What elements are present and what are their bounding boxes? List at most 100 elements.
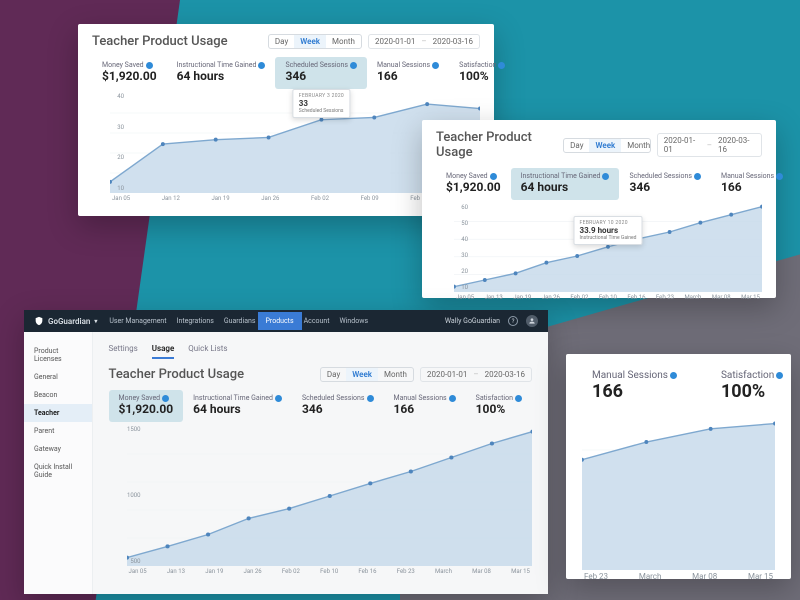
sidebar-item-teacher[interactable]: Teacher bbox=[24, 404, 92, 422]
date-range-picker[interactable]: 2020-01-01 – 2020-03-16 bbox=[420, 367, 532, 382]
nav-links: User ManagementIntegrationsGuardiansProd… bbox=[109, 317, 368, 325]
date-sep: – bbox=[473, 370, 478, 379]
top-navbar: GoGuardian ▾ User Management Integrations… bbox=[24, 310, 548, 332]
tab-settings[interactable]: Settings bbox=[109, 344, 138, 359]
nav-integrations[interactable]: Integrations bbox=[177, 317, 214, 325]
info-icon[interactable] bbox=[490, 173, 497, 180]
nav-windows[interactable]: Windows bbox=[340, 317, 369, 325]
info-icon[interactable] bbox=[258, 62, 265, 69]
range-option-day[interactable]: Day bbox=[269, 35, 294, 48]
metric-instructional-time-gained[interactable]: Instructional Time Gained 64 hours bbox=[511, 168, 620, 200]
nav-guardians[interactable]: Guardians bbox=[224, 317, 256, 325]
info-icon[interactable] bbox=[602, 173, 609, 180]
metric-satisfaction[interactable]: Satisfaction 100% bbox=[793, 168, 800, 200]
date-range-picker[interactable]: 2020-01-01 – 2020-03-16 bbox=[368, 34, 480, 49]
nav-account[interactable]: Account bbox=[304, 317, 330, 325]
sidebar-item-beacon[interactable]: Beacon bbox=[24, 386, 92, 404]
goguardian-app-window: GoGuardian ▾ User Management Integrations… bbox=[24, 310, 548, 594]
tabs: Settings Usage Quick Lists bbox=[109, 344, 532, 359]
metric-money-saved[interactable]: Money Saved $1,920.00 bbox=[92, 57, 167, 89]
metric-manual-sessions[interactable]: Manual Sessions 166 bbox=[582, 366, 687, 408]
avatar-icon[interactable] bbox=[526, 315, 538, 327]
brand-logo[interactable]: GoGuardian ▾ bbox=[34, 316, 97, 326]
range-controls: DayWeekMonth 2020-01-01 – 2020-03-16 bbox=[320, 367, 532, 382]
info-icon[interactable] bbox=[275, 395, 282, 402]
metric-scheduled-sessions[interactable]: Scheduled Sessions 346 bbox=[619, 168, 711, 200]
info-icon[interactable] bbox=[515, 395, 522, 402]
date-sep: – bbox=[707, 141, 712, 150]
date-to: 2020-03-16 bbox=[433, 37, 473, 46]
user-menu[interactable]: Wally GoGuardian ? bbox=[445, 315, 538, 327]
metrics-row: Manual Sessions 166Satisfaction 100% bbox=[582, 366, 775, 408]
chart-tooltip: FEBRUARY 10 2020 33.9 hours Instructiona… bbox=[574, 216, 643, 245]
range-segment[interactable]: DayWeekMonth bbox=[563, 138, 651, 153]
metrics-row: Money Saved $1,920.00Instructional Time … bbox=[109, 390, 532, 422]
sidebar-item-general[interactable]: General bbox=[24, 368, 92, 386]
info-icon[interactable] bbox=[449, 395, 456, 402]
help-icon[interactable]: ? bbox=[508, 316, 518, 326]
info-icon[interactable] bbox=[432, 62, 439, 69]
metric-instructional-time-gained[interactable]: Instructional Time Gained 64 hours bbox=[183, 390, 292, 422]
nav-products[interactable]: Products bbox=[258, 312, 302, 330]
area-chart: Feb 23MarchMar 08Mar 15 bbox=[582, 420, 775, 581]
metric-money-saved[interactable]: Money Saved $1,920.00 bbox=[109, 390, 184, 422]
sidebar-item-product-licenses[interactable]: Product Licenses bbox=[24, 342, 92, 368]
sidebar-item-quick-install-guide[interactable]: Quick Install Guide bbox=[24, 458, 92, 484]
date-from: 2020-01-01 bbox=[427, 370, 467, 379]
range-option-day[interactable]: Day bbox=[321, 368, 346, 381]
panel-title: Teacher Product Usage bbox=[92, 34, 228, 49]
metric-manual-sessions[interactable]: Manual Sessions 166 bbox=[711, 168, 793, 200]
metric-scheduled-sessions[interactable]: Scheduled Sessions 346 bbox=[275, 57, 367, 89]
info-icon[interactable] bbox=[367, 395, 374, 402]
info-icon[interactable] bbox=[776, 173, 783, 180]
range-option-day[interactable]: Day bbox=[564, 139, 589, 152]
range-option-month[interactable]: Month bbox=[621, 139, 651, 152]
sidebar-item-parent[interactable]: Parent bbox=[24, 422, 92, 440]
date-to: 2020-03-16 bbox=[718, 136, 755, 154]
metric-satisfaction[interactable]: Satisfaction 100% bbox=[449, 57, 515, 89]
range-option-week[interactable]: Week bbox=[346, 368, 378, 381]
chart-tooltip: FEBRUARY 3 2020 33 Scheduled Sessions bbox=[293, 89, 350, 118]
range-controls: DayWeekMonth 2020-01-01 – 2020-03-16 bbox=[268, 34, 480, 49]
range-segment[interactable]: DayWeekMonth bbox=[320, 367, 414, 382]
metric-manual-sessions[interactable]: Manual Sessions 166 bbox=[384, 390, 466, 422]
nav-user-management[interactable]: User Management bbox=[109, 317, 166, 325]
area-chart: 15001000500 Jan 05Jan 13Jan 19Jan 26Feb … bbox=[109, 426, 532, 575]
metrics-row: Money Saved $1,920.00Instructional Time … bbox=[92, 57, 480, 89]
metric-instructional-time-gained[interactable]: Instructional Time Gained 64 hours bbox=[167, 57, 276, 89]
metric-satisfaction[interactable]: Satisfaction 100% bbox=[466, 390, 532, 422]
metric-scheduled-sessions[interactable]: Scheduled Sessions 346 bbox=[292, 390, 384, 422]
shield-icon bbox=[34, 316, 44, 326]
info-icon[interactable] bbox=[670, 372, 677, 379]
range-option-week[interactable]: Week bbox=[589, 139, 621, 152]
range-segment[interactable]: DayWeekMonth bbox=[268, 34, 362, 49]
tab-quick-lists[interactable]: Quick Lists bbox=[188, 344, 227, 359]
range-option-week[interactable]: Week bbox=[294, 35, 326, 48]
usage-card-partial: Manual Sessions 166Satisfaction 100% Feb… bbox=[566, 354, 791, 579]
date-sep: – bbox=[421, 37, 426, 46]
range-option-month[interactable]: Month bbox=[326, 35, 361, 48]
info-icon[interactable] bbox=[776, 372, 783, 379]
sidebar-item-gateway[interactable]: Gateway bbox=[24, 440, 92, 458]
tab-usage[interactable]: Usage bbox=[152, 344, 175, 359]
range-controls: DayWeekMonth 2020-01-01 – 2020-03-16 bbox=[563, 133, 762, 157]
info-icon[interactable] bbox=[146, 62, 153, 69]
info-icon[interactable] bbox=[162, 395, 169, 402]
info-icon[interactable] bbox=[694, 173, 701, 180]
panel-title: Teacher Product Usage bbox=[109, 367, 245, 382]
area-chart: 605040302010 FEBRUARY 10 2020 33.9 hours… bbox=[436, 204, 762, 301]
metric-money-saved[interactable]: Money Saved $1,920.00 bbox=[436, 168, 511, 200]
date-range-picker[interactable]: 2020-01-01 – 2020-03-16 bbox=[657, 133, 762, 157]
range-option-month[interactable]: Month bbox=[378, 368, 413, 381]
sidebar: Product LicensesGeneralBeaconTeacherPare… bbox=[24, 332, 93, 594]
panel-title: Teacher Product Usage bbox=[436, 130, 563, 160]
metric-satisfaction[interactable]: Satisfaction 100% bbox=[711, 366, 793, 408]
info-icon[interactable] bbox=[498, 62, 505, 69]
info-icon[interactable] bbox=[350, 62, 357, 69]
metrics-row: Money Saved $1,920.00Instructional Time … bbox=[436, 168, 762, 200]
metric-manual-sessions[interactable]: Manual Sessions 166 bbox=[367, 57, 449, 89]
usage-card-time: Teacher Product Usage DayWeekMonth 2020-… bbox=[422, 120, 776, 298]
date-from: 2020-01-01 bbox=[664, 136, 701, 154]
date-to: 2020-03-16 bbox=[485, 370, 525, 379]
date-from: 2020-01-01 bbox=[375, 37, 415, 46]
